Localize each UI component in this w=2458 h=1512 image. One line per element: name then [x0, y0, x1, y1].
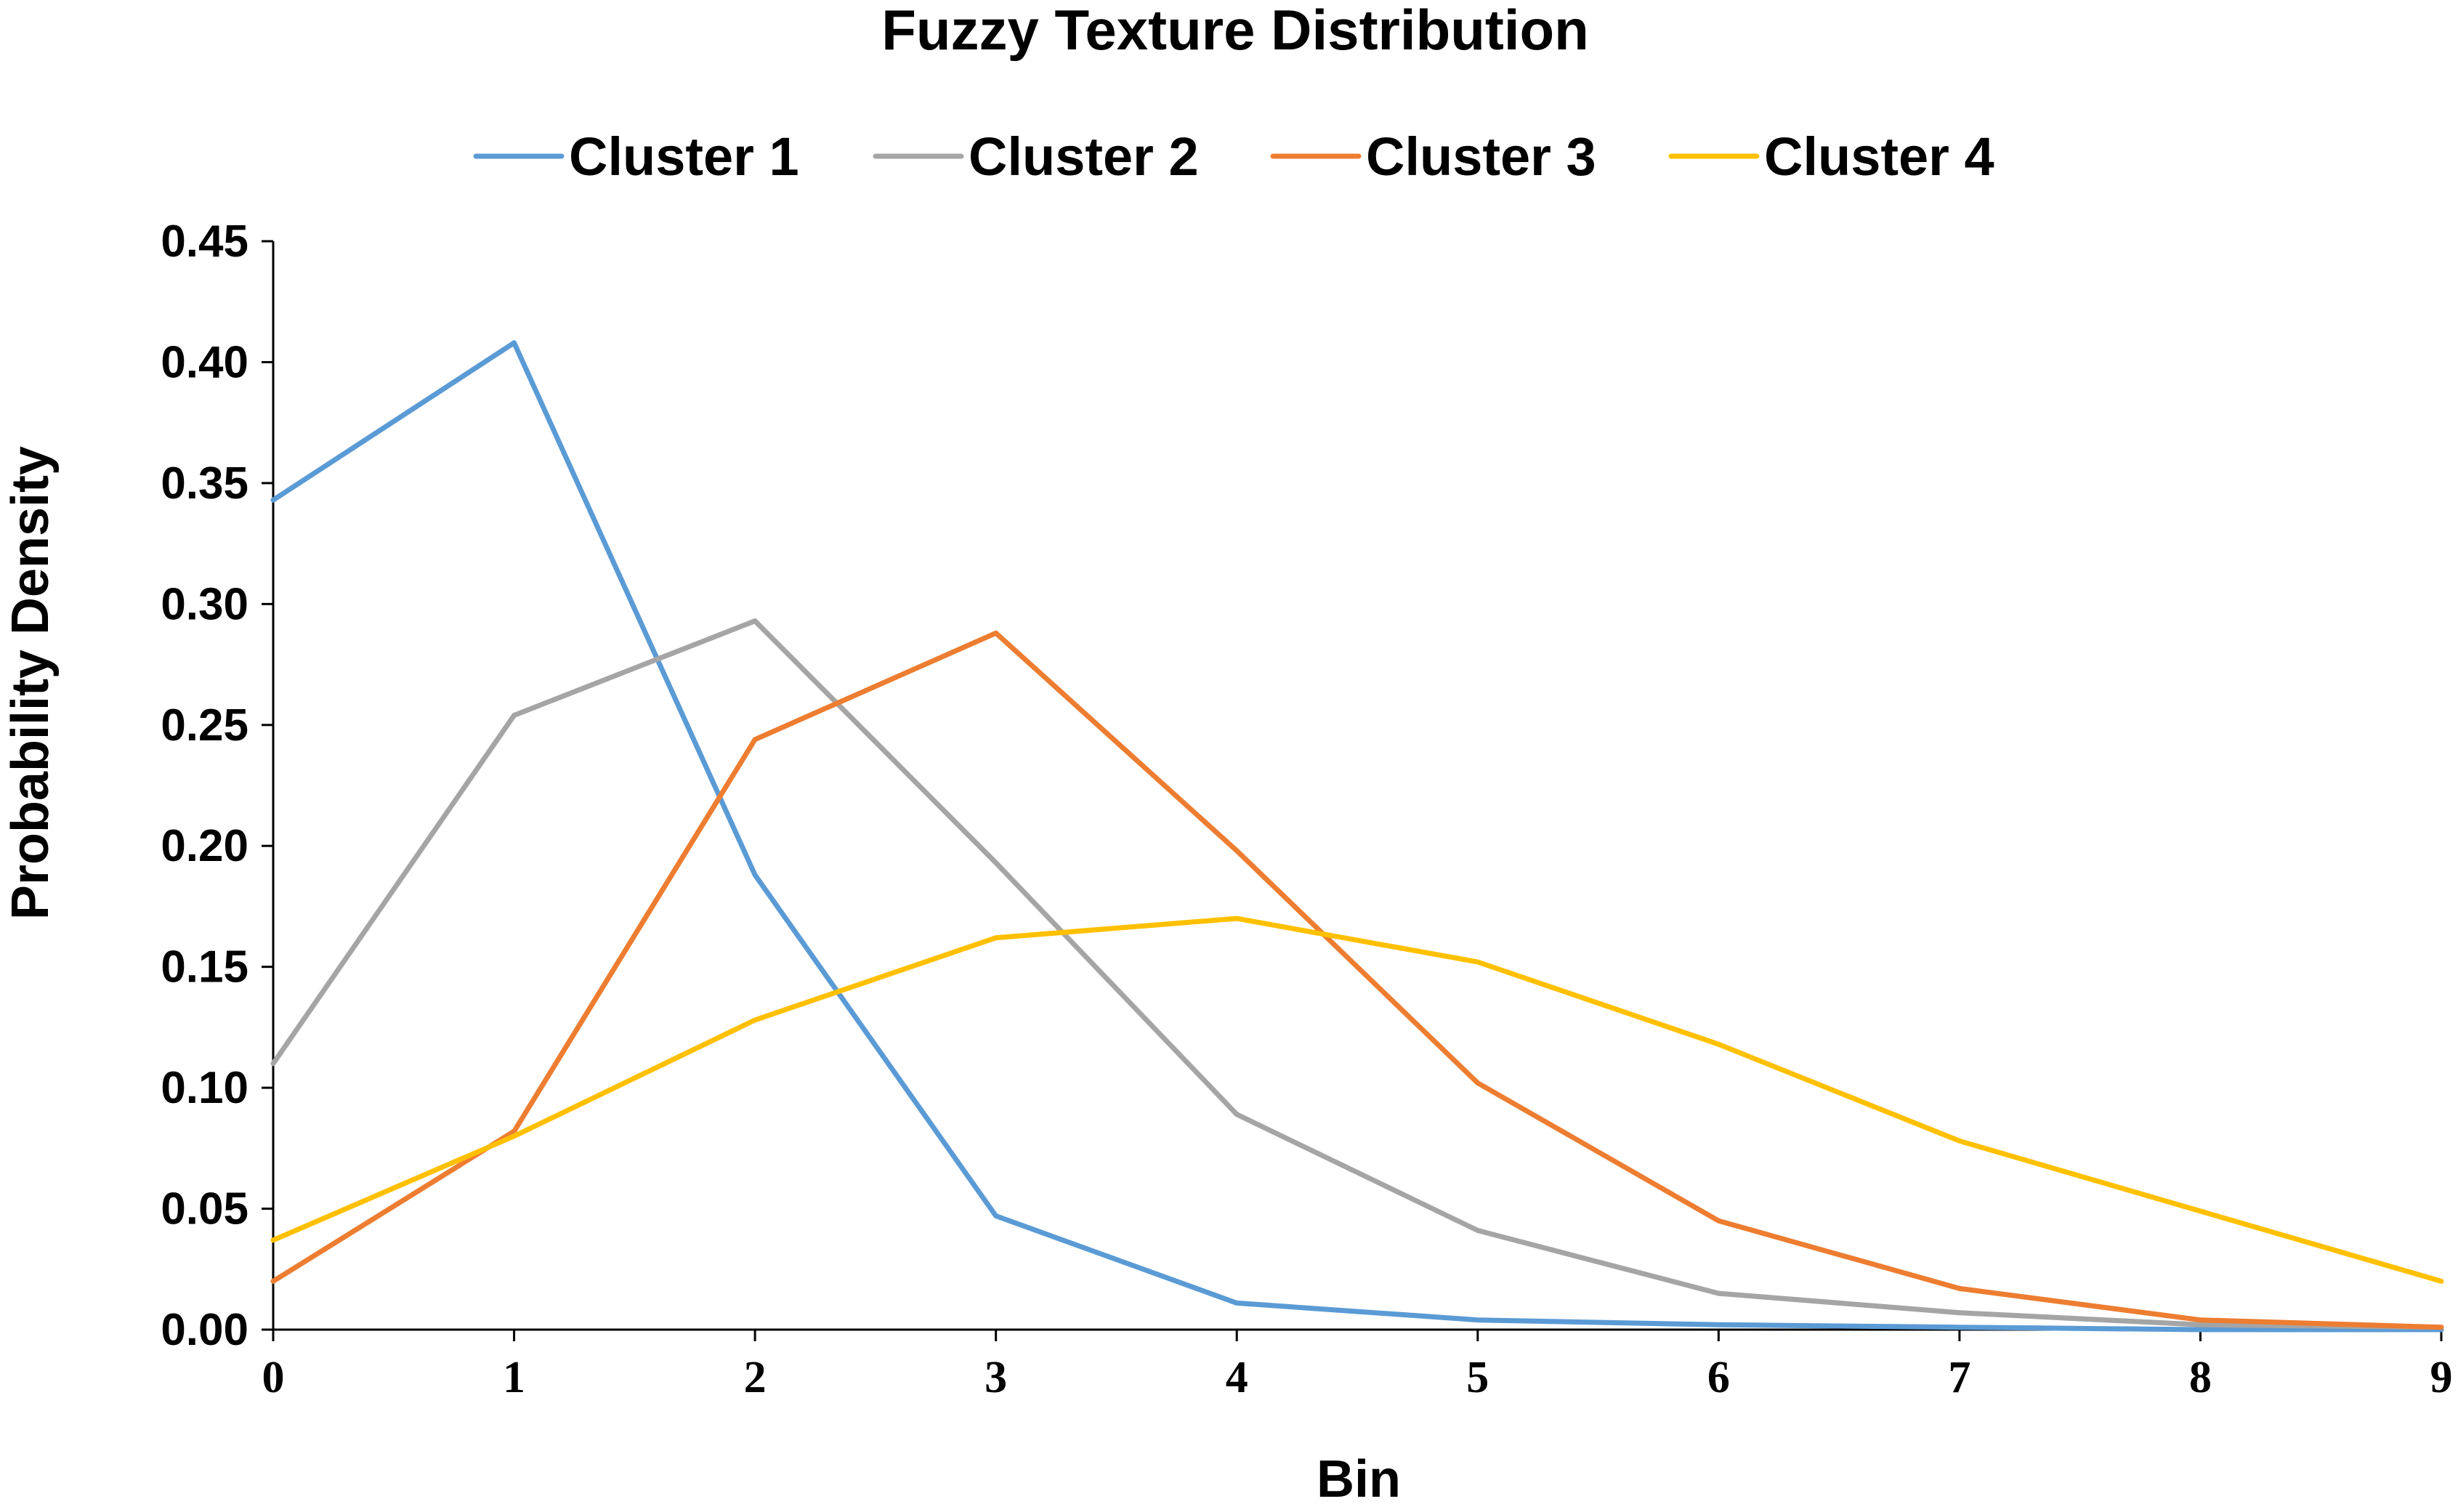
- y-tick-label: 0.00: [161, 1305, 248, 1355]
- chart-title: Fuzzy Texture Distribution: [881, 0, 1589, 62]
- x-tick-label: 7: [1948, 1353, 1970, 1402]
- x-tick-label: 6: [1707, 1353, 1730, 1402]
- y-tick-label: 0.45: [161, 217, 248, 267]
- y-tick-label: 0.25: [161, 700, 248, 751]
- x-tick-label: 0: [262, 1353, 285, 1402]
- x-tick-label: 9: [2430, 1353, 2453, 1402]
- series-group: [270, 340, 2444, 1333]
- x-axis: 0 1 2 3 4 5 6 7 8 9: [262, 1328, 2453, 1402]
- legend: Cluster 1 Cluster 2 Cluster 3 Cluster 4: [473, 126, 1994, 187]
- y-axis-label: Probability Density: [1, 446, 60, 920]
- legend-label-cluster-4: Cluster 4: [1764, 126, 1994, 187]
- x-tick-label: 3: [985, 1353, 1007, 1402]
- series-line-cluster-2: [270, 618, 2444, 1330]
- x-tick-label: 4: [1226, 1353, 1248, 1402]
- x-axis-label: Bin: [1317, 1450, 1401, 1508]
- legend-label-cluster-3: Cluster 3: [1366, 126, 1596, 187]
- x-tick-label: 8: [2189, 1353, 2212, 1402]
- series-line-cluster-3: [270, 630, 2444, 1330]
- x-tick-label: 5: [1466, 1353, 1489, 1402]
- y-tick-label: 0.10: [161, 1063, 248, 1113]
- legend-label-cluster-1: Cluster 1: [569, 126, 799, 187]
- y-tick-label: 0.30: [161, 579, 248, 629]
- y-tick-label: 0.40: [161, 337, 248, 387]
- y-axis: 0.00 0.05 0.10 0.15 0.20 0.25 0.30 0.35 0.40 0.45: [161, 217, 275, 1355]
- y-tick-label: 0.35: [161, 458, 248, 509]
- y-tick-label: 0.20: [161, 821, 248, 871]
- x-tick-label: 1: [503, 1353, 525, 1402]
- series-line-cluster-4: [270, 915, 2444, 1284]
- series-line-cluster-1: [270, 340, 2444, 1333]
- x-tick-label: 2: [744, 1353, 767, 1402]
- y-tick-label: 0.05: [161, 1184, 248, 1234]
- legend-label-cluster-2: Cluster 2: [969, 126, 1199, 187]
- y-tick-label: 0.15: [161, 942, 248, 992]
